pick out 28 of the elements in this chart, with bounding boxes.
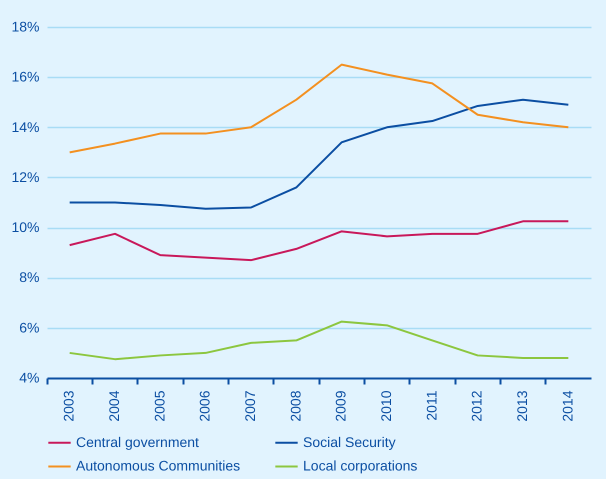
x-tick-label: 2003 (60, 390, 77, 422)
legend-label: Social Security (303, 434, 396, 450)
x-tick-label: 2014 (559, 390, 576, 422)
x-tick-label: 2006 (196, 390, 213, 422)
x-tick-label: 2009 (332, 390, 349, 422)
legend-label: Central government (76, 434, 200, 450)
y-tick-label: 4% (19, 370, 40, 386)
line-series (68, 320, 570, 360)
y-tick-label: 6% (19, 319, 40, 336)
x-tick-label: 2012 (468, 390, 485, 422)
y-tick-label: 10% (11, 219, 40, 236)
y-tick-label: 8% (19, 269, 40, 286)
x-tick-label: 2005 (151, 390, 168, 422)
x-tick-label: 2011 (423, 390, 440, 421)
y-tick-label: 16% (11, 68, 40, 85)
legend-label: Local corporations (303, 458, 418, 474)
line-series (68, 98, 570, 210)
y-tick-label: 12% (11, 168, 40, 185)
x-tick-label: 2010 (378, 390, 394, 422)
legend-label: Autonomous Communities (76, 458, 240, 474)
x-tick-label: 2008 (287, 390, 304, 422)
x-tick-label: 2004 (106, 390, 122, 422)
x-tick-label: 2007 (242, 390, 258, 422)
line-series (68, 220, 570, 262)
y-tick-label: 18% (11, 18, 40, 34)
y-tick-label: 14% (11, 118, 40, 135)
x-tick-label: 2013 (514, 390, 530, 422)
line-series (68, 64, 570, 154)
